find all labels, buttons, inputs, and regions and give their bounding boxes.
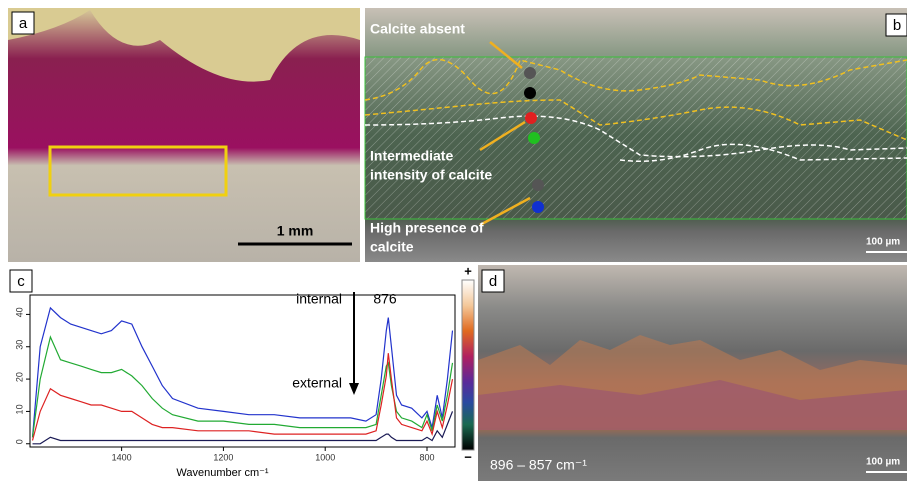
- x-tick-label: 1000: [315, 452, 335, 462]
- annotation: High presence of: [370, 220, 484, 236]
- annotation: intensity of calcite: [370, 167, 492, 183]
- colorbar-label: −: [464, 449, 472, 464]
- point: [532, 179, 544, 191]
- panel-label: c: [17, 273, 25, 290]
- scale-label: 100 µm: [866, 457, 900, 468]
- panel-label: a: [19, 15, 28, 32]
- x-axis-title: Wavenumber cm⁻¹: [176, 467, 269, 479]
- annotation: 876: [373, 291, 397, 307]
- y-tick-label: 0: [14, 439, 24, 444]
- scale-label: 100 µm: [866, 237, 900, 248]
- annotation: internal: [296, 291, 342, 307]
- x-tick-label: 1200: [213, 452, 233, 462]
- hatched-region: [365, 57, 907, 219]
- caption: 896 – 857 cm⁻¹: [490, 457, 587, 473]
- point: [524, 87, 536, 99]
- colorbar: [462, 280, 474, 450]
- annotation: Calcite absent: [370, 21, 465, 37]
- y-tick-label: 10: [14, 404, 24, 414]
- annotation: external: [292, 375, 342, 391]
- point: [532, 201, 544, 213]
- point: [524, 67, 536, 79]
- figure: 1 mm a Calcite absent Intermediate inten…: [0, 0, 907, 481]
- x-tick-label: 1400: [112, 452, 132, 462]
- y-tick-label: 30: [14, 340, 24, 350]
- plot-frame: [30, 295, 455, 447]
- point: [528, 132, 540, 144]
- annotation: calcite: [370, 239, 414, 255]
- panel-label: b: [893, 17, 901, 34]
- panel-label: d: [489, 273, 497, 290]
- annotation: Intermediate: [370, 148, 453, 164]
- colorbar-label: +: [464, 263, 472, 278]
- y-tick-label: 40: [14, 307, 24, 317]
- point: [525, 112, 537, 124]
- y-tick-label: 20: [14, 372, 24, 382]
- scale-label: 1 mm: [277, 223, 314, 239]
- x-tick-label: 800: [419, 452, 434, 462]
- plot: 0 10 20 30 40 1400 1200 1000 800 Wavenumber cm⁻¹: [14, 295, 455, 479]
